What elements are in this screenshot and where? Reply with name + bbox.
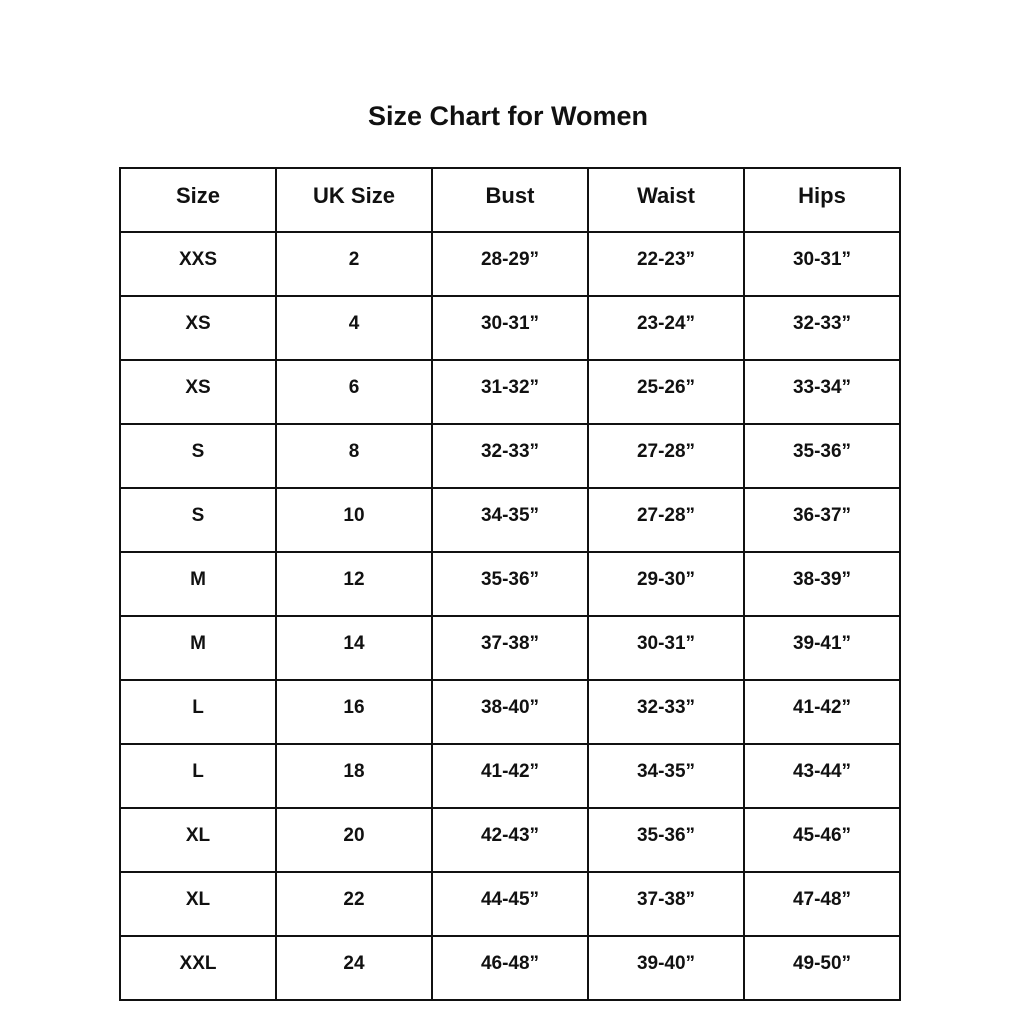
cell-uk-size: 12 [275, 551, 433, 617]
cell-bust: 30-31” [431, 295, 589, 361]
cell-waist: 27-28” [587, 423, 745, 489]
table-row: XXL 24 46-48” 39-40” 49-50” [119, 935, 901, 1001]
table-row: S 10 34-35” 27-28” 36-37” [119, 487, 901, 553]
column-header-hips: Hips [743, 167, 901, 233]
cell-bust: 34-35” [431, 487, 589, 553]
page-title: Size Chart for Women [367, 101, 649, 131]
column-header-uk-size: UK Size [275, 167, 433, 233]
cell-hips: 39-41” [743, 615, 901, 681]
table-row: S 8 32-33” 27-28” 35-36” [119, 423, 901, 489]
cell-waist: 34-35” [587, 743, 745, 809]
column-header-waist: Waist [587, 167, 745, 233]
cell-bust: 41-42” [431, 743, 589, 809]
cell-hips: 49-50” [743, 935, 901, 1001]
cell-waist: 25-26” [587, 359, 745, 425]
cell-waist: 22-23” [587, 231, 745, 297]
table-row: M 14 37-38” 30-31” 39-41” [119, 615, 901, 681]
table-row: M 12 35-36” 29-30” 38-39” [119, 551, 901, 617]
cell-hips: 36-37” [743, 487, 901, 553]
cell-size: L [119, 679, 277, 745]
cell-waist: 39-40” [587, 935, 745, 1001]
cell-waist: 29-30” [587, 551, 745, 617]
cell-hips: 30-31” [743, 231, 901, 297]
cell-waist: 32-33” [587, 679, 745, 745]
cell-uk-size: 24 [275, 935, 433, 1001]
table-row: XL 20 42-43” 35-36” 45-46” [119, 807, 901, 873]
table-row: L 18 41-42” 34-35” 43-44” [119, 743, 901, 809]
cell-size: XS [119, 359, 277, 425]
cell-bust: 31-32” [431, 359, 589, 425]
cell-uk-size: 16 [275, 679, 433, 745]
cell-hips: 43-44” [743, 743, 901, 809]
table-row: XS 4 30-31” 23-24” 32-33” [119, 295, 901, 361]
cell-waist: 30-31” [587, 615, 745, 681]
table-row: L 16 38-40” 32-33” 41-42” [119, 679, 901, 745]
column-header-bust: Bust [431, 167, 589, 233]
cell-uk-size: 8 [275, 423, 433, 489]
table-row: XXS 2 28-29” 22-23” 30-31” [119, 231, 901, 297]
cell-size: XL [119, 871, 277, 937]
cell-waist: 37-38” [587, 871, 745, 937]
cell-waist: 35-36” [587, 807, 745, 873]
cell-hips: 33-34” [743, 359, 901, 425]
cell-size: S [119, 423, 277, 489]
cell-bust: 28-29” [431, 231, 589, 297]
cell-hips: 45-46” [743, 807, 901, 873]
cell-size: M [119, 615, 277, 681]
table-header-row: Size UK Size Bust Waist Hips [119, 167, 901, 233]
cell-bust: 38-40” [431, 679, 589, 745]
cell-hips: 32-33” [743, 295, 901, 361]
cell-hips: 47-48” [743, 871, 901, 937]
cell-uk-size: 6 [275, 359, 433, 425]
cell-uk-size: 4 [275, 295, 433, 361]
cell-bust: 46-48” [431, 935, 589, 1001]
cell-waist: 27-28” [587, 487, 745, 553]
table-row: XS 6 31-32” 25-26” 33-34” [119, 359, 901, 425]
cell-size: XS [119, 295, 277, 361]
cell-size: L [119, 743, 277, 809]
cell-bust: 42-43” [431, 807, 589, 873]
table-row: XL 22 44-45” 37-38” 47-48” [119, 871, 901, 937]
cell-bust: 32-33” [431, 423, 589, 489]
size-chart-table: Size UK Size Bust Waist Hips XXS 2 28-29” 22-23… [119, 167, 901, 1001]
cell-uk-size: 22 [275, 871, 433, 937]
cell-bust: 37-38” [431, 615, 589, 681]
cell-bust: 35-36” [431, 551, 589, 617]
cell-hips: 35-36” [743, 423, 901, 489]
table-body: XXS 2 28-29” 22-23” 30-31” XS 4 30-31” 23-24” 32-… [119, 231, 901, 1001]
cell-bust: 44-45” [431, 871, 589, 937]
cell-size: M [119, 551, 277, 617]
cell-uk-size: 18 [275, 743, 433, 809]
cell-size: XXS [119, 231, 277, 297]
cell-hips: 38-39” [743, 551, 901, 617]
cell-uk-size: 2 [275, 231, 433, 297]
cell-hips: 41-42” [743, 679, 901, 745]
cell-uk-size: 10 [275, 487, 433, 553]
cell-size: XL [119, 807, 277, 873]
cell-size: XXL [119, 935, 277, 1001]
column-header-size: Size [119, 167, 277, 233]
cell-size: S [119, 487, 277, 553]
cell-waist: 23-24” [587, 295, 745, 361]
cell-uk-size: 14 [275, 615, 433, 681]
cell-uk-size: 20 [275, 807, 433, 873]
